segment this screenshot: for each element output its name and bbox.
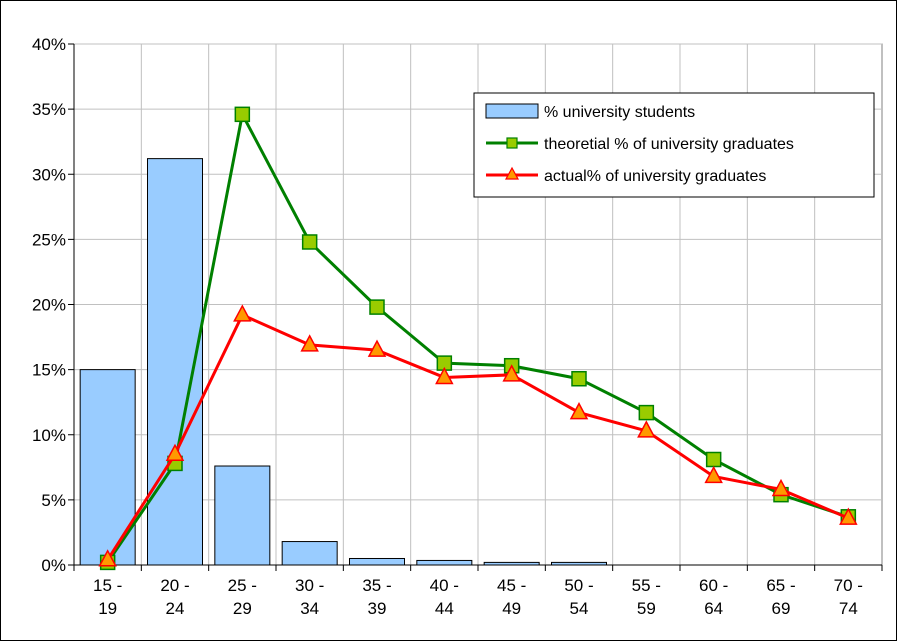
y-tick-label: 30% bbox=[32, 165, 66, 184]
bar bbox=[214, 465, 271, 566]
x-tick-label: 20 -24 bbox=[160, 576, 189, 618]
data-point bbox=[839, 507, 858, 525]
bar bbox=[416, 559, 473, 566]
data-point bbox=[571, 370, 587, 387]
y-tick-label: 25% bbox=[32, 230, 66, 249]
legend-label: theoretial % of university graduates bbox=[544, 136, 794, 153]
data-point bbox=[98, 549, 117, 567]
x-tick-label: 40 -44 bbox=[430, 576, 459, 618]
data-point bbox=[435, 366, 454, 385]
x-tick-label: 35 -39 bbox=[362, 576, 391, 618]
data-point bbox=[771, 478, 791, 497]
y-tick-label: 15% bbox=[32, 361, 66, 380]
y-tick-labels: 0% 5% 10% 15% 20% 25% 30% 35% 40% bbox=[32, 35, 66, 575]
x-tick-label: 60 -64 bbox=[699, 576, 728, 618]
axes bbox=[68, 43, 883, 571]
y-tick-label: 0% bbox=[41, 556, 66, 575]
data-point bbox=[369, 299, 385, 315]
bar bbox=[349, 557, 405, 566]
y-tick-label: 35% bbox=[32, 100, 66, 119]
y-tick-label: 40% bbox=[32, 35, 66, 54]
x-tick-label: 30 -34 bbox=[295, 576, 324, 618]
y-tick-label: 10% bbox=[32, 426, 66, 445]
x-tick-label: 45 -49 bbox=[497, 576, 526, 618]
x-tick-label: 65 -69 bbox=[766, 576, 795, 618]
legend: % university students theoretial % of uni… bbox=[473, 92, 875, 198]
data-point bbox=[165, 443, 185, 462]
y-tick-label: 20% bbox=[32, 296, 66, 315]
data-point bbox=[704, 465, 723, 484]
legend-label: actual% of university graduates bbox=[544, 168, 766, 185]
data-point bbox=[705, 451, 722, 468]
legend-marker bbox=[504, 166, 520, 180]
data-point bbox=[637, 420, 656, 438]
series-line bbox=[106, 312, 849, 561]
x-tick-label: 50 -54 bbox=[564, 576, 593, 618]
bar-series bbox=[79, 158, 607, 566]
x-tick-label: 70 -74 bbox=[834, 576, 863, 618]
x-tick-label: 55 -59 bbox=[632, 576, 661, 618]
data-point bbox=[301, 234, 318, 250]
x-tick-labels: 15 -19 20 -24 25 -29 30 -34 35 -39 40 -44 45 -… bbox=[93, 576, 863, 618]
x-tick-label: 25 -29 bbox=[228, 576, 257, 618]
line-series bbox=[98, 106, 858, 571]
data-point bbox=[502, 364, 521, 382]
legend-swatch bbox=[485, 103, 539, 119]
data-point bbox=[300, 334, 319, 352]
data-point bbox=[367, 339, 387, 357]
legend-marker bbox=[506, 137, 518, 149]
legend-box bbox=[473, 92, 875, 198]
legend-label: % university students bbox=[544, 104, 695, 121]
data-point bbox=[234, 106, 251, 123]
data-point bbox=[569, 402, 589, 420]
x-tick-label: 15 -19 bbox=[93, 576, 122, 618]
data-point bbox=[638, 404, 655, 421]
data-point bbox=[233, 304, 252, 322]
bar bbox=[281, 541, 338, 566]
y-tick-label: 5% bbox=[41, 491, 66, 510]
series-line bbox=[106, 109, 849, 564]
